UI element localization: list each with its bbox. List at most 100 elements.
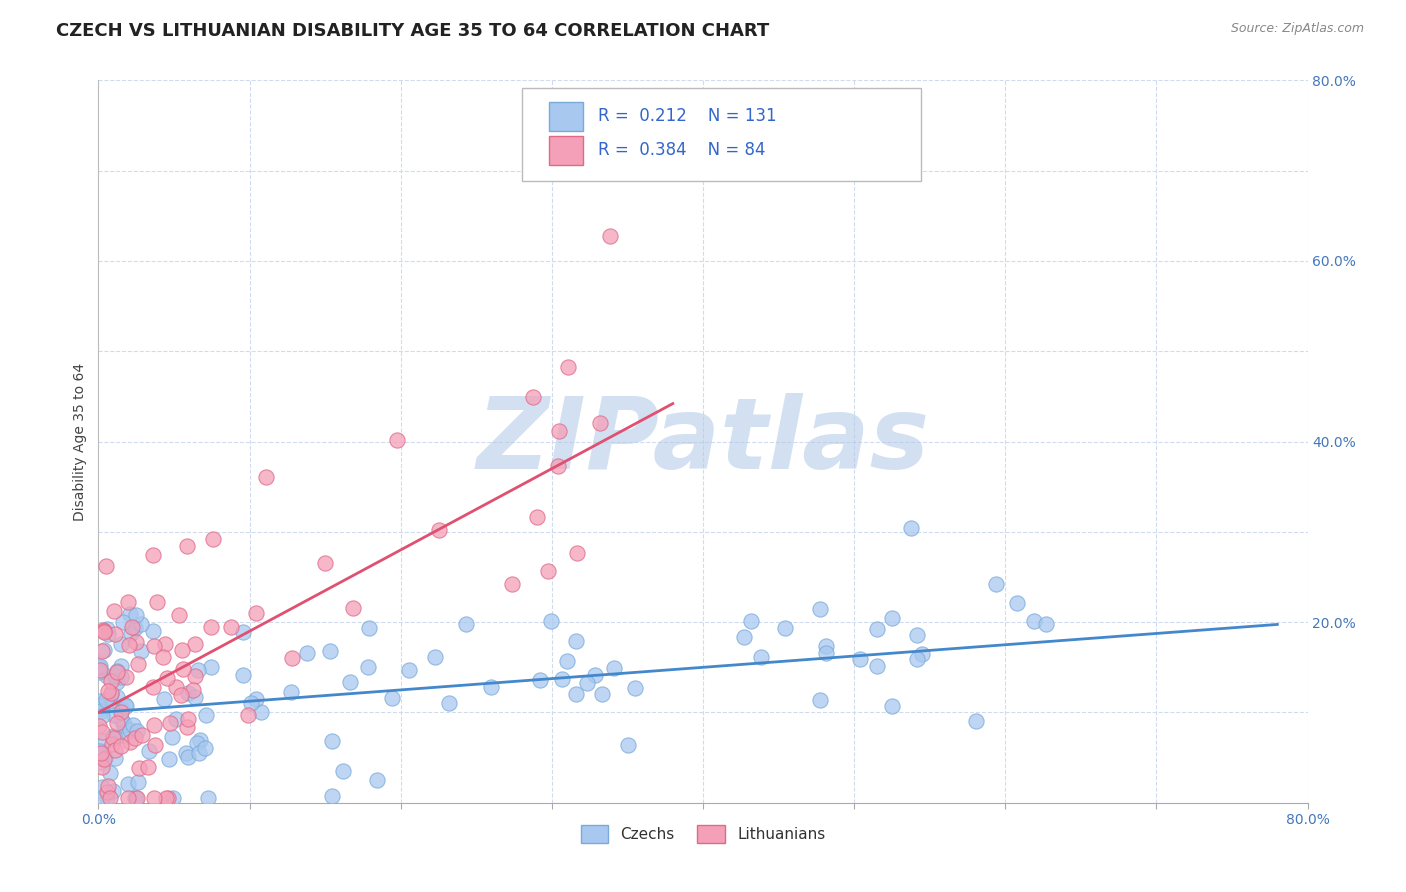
Point [120, 734, 142, 748]
Point [540, 614, 562, 628]
Point [295, 646, 318, 660]
Point [110, 659, 132, 673]
Point [96, 622, 118, 636]
Point [157, 752, 180, 766]
Point [100, 673, 122, 688]
Point [110, 637, 132, 651]
Point [529, 673, 551, 687]
Legend: Czechs, Lithuanians: Czechs, Lithuanians [575, 819, 831, 849]
Point [357, 660, 380, 674]
Point [200, 659, 222, 673]
Point [124, 621, 146, 635]
Point [232, 625, 254, 640]
Text: Source: ZipAtlas.com: Source: ZipAtlas.com [1230, 22, 1364, 36]
Point [125, 723, 148, 738]
Point [232, 668, 254, 682]
Point [454, 616, 477, 631]
Point [97, 627, 120, 641]
Point [142, 640, 165, 654]
Point [90, 643, 112, 657]
Point [117, 777, 139, 791]
Point [105, 674, 128, 689]
Point [98, 791, 121, 805]
Point [181, 682, 204, 697]
Point [165, 712, 187, 726]
Point [905, 652, 928, 666]
Point [1005, 596, 1028, 610]
Point [773, 621, 796, 635]
Point [165, 680, 187, 694]
Point [96, 785, 118, 799]
Point [90, 759, 112, 773]
Point [321, 789, 343, 804]
Point [339, 675, 361, 690]
Point [90, 725, 112, 739]
Point [103, 731, 125, 745]
Point [236, 707, 259, 722]
Point [177, 686, 200, 700]
Point [110, 739, 132, 754]
Point [110, 706, 132, 720]
Point [184, 669, 207, 683]
Point [162, 730, 184, 744]
Point [172, 662, 194, 676]
Point [381, 690, 404, 705]
Point [254, 469, 277, 483]
Point [321, 734, 343, 748]
Point [849, 652, 872, 666]
Point [900, 521, 922, 535]
Y-axis label: Disability Age 35 to 64: Disability Age 35 to 64 [73, 362, 87, 521]
Point [342, 601, 364, 615]
Point [159, 715, 181, 730]
Point [100, 687, 122, 701]
Point [359, 621, 381, 635]
Point [176, 720, 198, 734]
Point [101, 784, 124, 798]
Point [89, 719, 111, 733]
Point [319, 644, 342, 658]
Bar [550, 102, 583, 131]
Point [111, 701, 134, 715]
Point [740, 615, 762, 629]
Point [808, 601, 831, 615]
Point [398, 664, 420, 678]
Point [152, 650, 174, 665]
Point [366, 772, 388, 787]
Point [526, 510, 548, 524]
Point [905, 628, 928, 642]
Point [240, 696, 263, 710]
Point [120, 625, 142, 640]
Point [112, 728, 135, 742]
Point [186, 736, 208, 750]
Point [110, 712, 132, 726]
Point [105, 690, 128, 704]
Point [96, 559, 118, 574]
Point [565, 687, 588, 701]
Point [96, 791, 118, 805]
FancyBboxPatch shape [522, 87, 921, 181]
Point [866, 622, 889, 636]
Point [97, 683, 120, 698]
Point [245, 606, 267, 620]
Point [90, 780, 112, 795]
Point [103, 604, 125, 618]
Point [93, 625, 115, 640]
Point [565, 546, 588, 560]
Point [551, 672, 574, 686]
Point [617, 738, 640, 752]
Point [437, 697, 460, 711]
Point [142, 791, 165, 805]
Point [131, 728, 153, 742]
Point [162, 791, 184, 805]
Point [121, 620, 143, 634]
Point [169, 688, 191, 702]
Point [153, 691, 176, 706]
Point [100, 686, 122, 700]
Point [815, 647, 838, 661]
Point [127, 791, 149, 805]
Point [575, 676, 598, 690]
Point [195, 707, 218, 722]
Point [583, 668, 606, 682]
Point [280, 685, 302, 699]
Point [125, 607, 148, 622]
